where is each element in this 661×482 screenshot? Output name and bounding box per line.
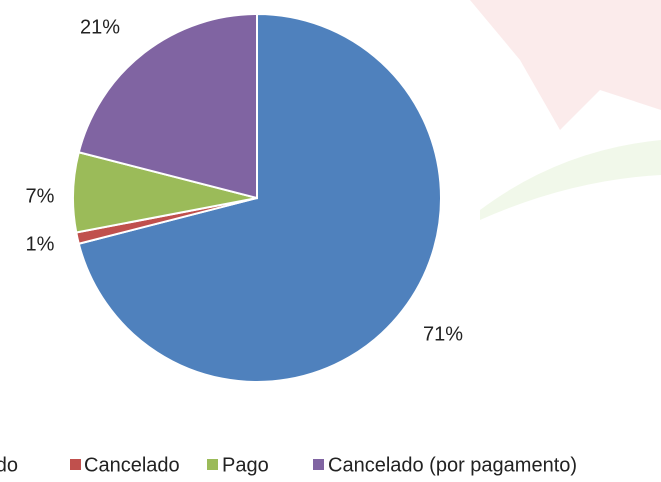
data-label: 71% — [423, 323, 463, 345]
legend-swatch — [313, 459, 324, 470]
legend-swatch — [207, 459, 218, 470]
pie: 71% 1% 7% 21% — [26, 12, 463, 383]
decor-shape — [480, 140, 661, 220]
legend-label: Pago — [222, 454, 269, 476]
legend-label: Cancelado (por pagamento) — [328, 454, 577, 476]
data-label: 1% — [26, 233, 55, 255]
pie-slice — [77, 12, 258, 200]
pie-slice — [77, 12, 442, 383]
legend-label: do — [0, 454, 18, 476]
decor-shape — [470, 0, 661, 130]
data-label: 21% — [80, 16, 120, 38]
legend-swatch — [70, 459, 81, 470]
data-label: 7% — [26, 185, 55, 207]
legend: do Cancelado Pago Cancelado (por pagamento) — [0, 454, 577, 476]
background-decoration — [470, 0, 661, 220]
legend-label: Cancelado — [84, 454, 180, 476]
